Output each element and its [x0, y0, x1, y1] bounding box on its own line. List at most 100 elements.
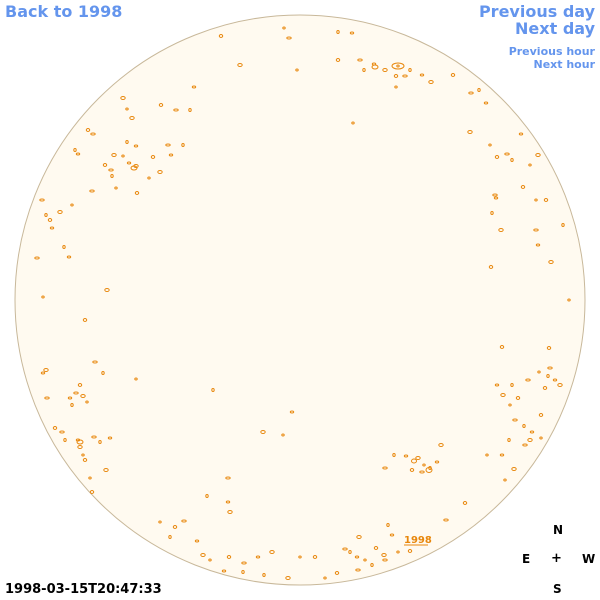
active-region-marker	[218, 34, 224, 38]
active-region-marker	[490, 211, 494, 215]
active-region-marker	[515, 396, 521, 400]
year-marker-label[interactable]: 1998	[404, 535, 432, 546]
active-region-marker	[392, 453, 396, 457]
active-region-marker	[255, 555, 261, 559]
active-region-marker	[168, 535, 172, 539]
active-region-marker	[525, 378, 531, 382]
active-region-marker	[533, 228, 539, 232]
active-region-marker	[108, 168, 114, 172]
active-region-marker	[382, 466, 388, 470]
active-region-marker	[75, 152, 81, 156]
active-region-marker	[382, 68, 388, 72]
compass-north: N	[553, 523, 564, 537]
active-region-marker	[39, 198, 45, 202]
active-region-marker	[498, 228, 504, 232]
active-region-marker	[52, 426, 58, 430]
active-region-marker	[363, 558, 367, 562]
active-region-marker	[370, 563, 374, 567]
next-day-link[interactable]: Next day	[515, 19, 595, 38]
active-region-marker	[488, 143, 492, 147]
active-region-marker	[103, 468, 109, 472]
active-region-marker	[552, 378, 558, 382]
active-region-marker	[188, 108, 192, 112]
active-region-marker	[269, 550, 275, 554]
active-region-marker	[428, 80, 434, 84]
previous-hour-link[interactable]: Previous hour	[508, 45, 595, 58]
active-region-marker	[90, 132, 96, 136]
active-region-marker	[126, 161, 132, 165]
active-region-marker	[381, 553, 387, 557]
back-to-year-link[interactable]: Back to 1998	[5, 2, 123, 21]
active-region-marker	[355, 568, 361, 572]
active-region-marker	[260, 430, 266, 434]
active-region-marker	[389, 533, 395, 537]
active-region-marker	[494, 383, 500, 387]
active-region-marker	[512, 418, 518, 422]
active-region-marker	[522, 424, 526, 428]
active-region-marker	[336, 30, 340, 34]
active-region-marker	[77, 383, 83, 387]
active-region-marker	[434, 460, 440, 464]
active-region-marker	[510, 383, 514, 387]
active-region-marker	[535, 153, 541, 157]
next-hour-link[interactable]: Next hour	[533, 58, 596, 71]
active-region-marker	[98, 440, 102, 444]
active-region-marker	[295, 68, 299, 72]
active-region-marker	[494, 155, 500, 159]
active-region-marker	[508, 403, 512, 407]
active-region-marker	[88, 476, 92, 480]
active-region-marker	[348, 550, 352, 554]
active-region-marker	[539, 436, 543, 440]
active-region-marker	[537, 370, 541, 374]
active-region-marker	[225, 500, 231, 504]
active-region-marker	[356, 535, 362, 539]
active-region-marker	[281, 433, 285, 437]
active-region-marker	[173, 108, 179, 112]
active-region-marker	[312, 555, 318, 559]
active-region-marker	[450, 73, 456, 77]
active-region-marker	[351, 121, 355, 125]
active-region-marker	[543, 198, 549, 202]
active-region-marker	[110, 174, 114, 178]
active-region-marker	[334, 571, 340, 575]
active-region-marker	[89, 490, 95, 494]
active-region-marker	[77, 445, 83, 449]
previous-day-link[interactable]: Previous day	[478, 2, 595, 21]
active-region-marker	[403, 454, 409, 458]
active-region-marker	[120, 96, 126, 100]
active-region-marker	[407, 549, 413, 553]
active-region-marker	[373, 546, 379, 550]
active-region-marker	[158, 103, 164, 107]
active-region-marker	[102, 163, 108, 167]
active-region-marker	[76, 439, 84, 445]
compass-south: S	[553, 582, 562, 596]
active-region-marker	[63, 438, 67, 442]
active-region-marker	[415, 456, 421, 460]
active-region-marker	[44, 396, 50, 400]
active-region-marker	[492, 193, 498, 197]
active-region-marker	[205, 494, 209, 498]
active-region-marker	[488, 265, 494, 269]
active-region-marker	[286, 36, 292, 40]
active-region-marker	[262, 573, 266, 577]
active-region-marker	[41, 295, 45, 299]
active-region-marker	[510, 158, 514, 162]
active-region-marker	[226, 555, 232, 559]
active-region-marker	[80, 394, 86, 398]
active-region-marker	[81, 453, 85, 457]
active-region-marker	[111, 153, 117, 157]
active-region-marker	[73, 391, 79, 395]
active-region-marker	[101, 371, 105, 375]
active-region-marker	[191, 85, 197, 89]
active-region-marker	[402, 74, 408, 78]
active-region-marker	[241, 570, 245, 574]
active-region-marker	[477, 88, 481, 92]
active-region-marker	[500, 393, 506, 397]
active-region-marker	[208, 558, 212, 562]
active-region-marker	[57, 210, 63, 214]
active-region-marker	[82, 458, 88, 462]
active-region-marker	[547, 366, 553, 370]
active-region-marker	[529, 430, 535, 434]
active-region-marker	[194, 539, 200, 543]
